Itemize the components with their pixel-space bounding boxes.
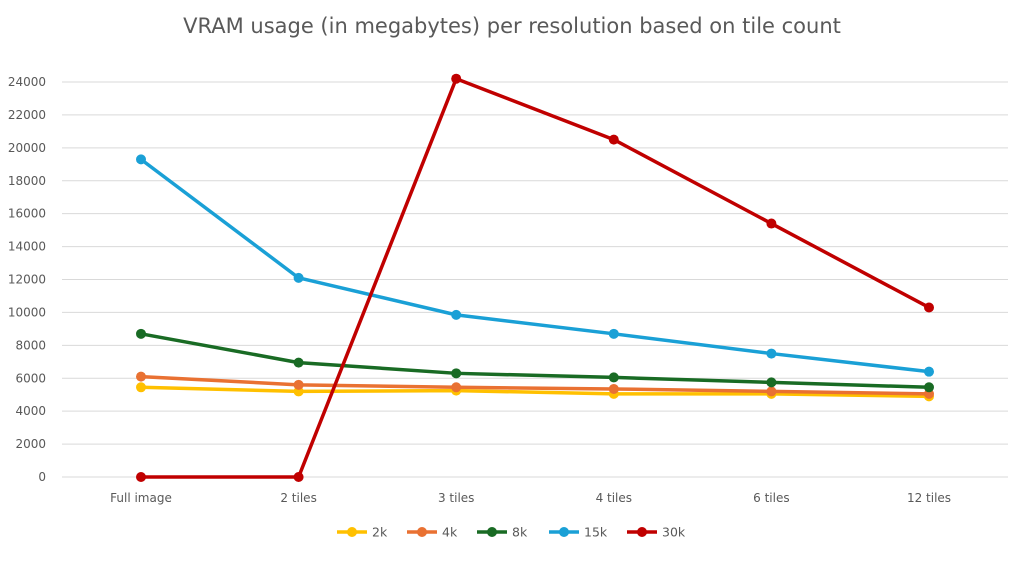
data-point xyxy=(451,382,462,393)
legend-item-4k: 4k xyxy=(407,525,458,540)
legend: 2k 4k 8k 15k 30k xyxy=(337,525,686,540)
data-point xyxy=(136,328,146,339)
y-tick-label: 18000 xyxy=(8,174,46,188)
legend-swatch-marker xyxy=(487,527,497,537)
data-point xyxy=(293,472,304,482)
data-point xyxy=(608,134,619,145)
x-tick-label: 3 tiles xyxy=(438,491,474,505)
legend-swatch-marker xyxy=(637,527,647,537)
y-tick-label: 14000 xyxy=(8,240,46,254)
y-tick-label: 22000 xyxy=(8,108,46,122)
series-line xyxy=(139,76,931,479)
data-point xyxy=(924,302,934,313)
data-point xyxy=(136,154,146,165)
legend-label: 15k xyxy=(584,525,608,540)
data-point xyxy=(924,366,934,377)
legend-item-15k: 15k xyxy=(549,525,608,540)
legend-item-2k: 2k xyxy=(337,525,388,540)
legend-swatch-marker xyxy=(347,527,357,537)
legend-label: 4k xyxy=(442,525,458,540)
y-tick-label: 20000 xyxy=(8,141,46,155)
x-tick-label: 12 tiles xyxy=(907,491,951,505)
series-8k xyxy=(136,328,934,393)
legend-swatch-marker xyxy=(559,527,569,537)
legend-swatch-marker xyxy=(417,527,427,537)
y-tick-label: 16000 xyxy=(8,207,46,221)
series-line xyxy=(139,385,931,399)
data-point xyxy=(451,73,462,84)
x-tick-label: 6 tiles xyxy=(753,491,789,505)
y-tick-label: 12000 xyxy=(8,273,46,287)
data-point xyxy=(766,218,777,229)
data-point xyxy=(766,348,777,359)
legend-item-8k: 8k xyxy=(477,525,528,540)
series-line xyxy=(139,332,931,390)
legend-label: 8k xyxy=(512,525,528,540)
data-point xyxy=(608,372,619,383)
legend-item-30k: 30k xyxy=(627,525,686,540)
data-point xyxy=(924,382,934,393)
data-point xyxy=(293,357,304,368)
y-tick-label: 6000 xyxy=(15,371,46,385)
legend-label: 2k xyxy=(372,525,388,540)
data-point xyxy=(136,382,146,393)
series-4k xyxy=(136,371,934,399)
series-lines xyxy=(136,73,934,482)
y-tick-label: 2000 xyxy=(15,437,46,451)
chart-title: VRAM usage (in megabytes) per resolution… xyxy=(183,14,841,38)
data-point xyxy=(608,383,619,394)
series-line xyxy=(139,157,931,374)
x-tick-label: 2 tiles xyxy=(280,491,316,505)
x-tick-label: 4 tiles xyxy=(596,491,632,505)
legend-label: 30k xyxy=(662,525,686,540)
y-tick-label: 10000 xyxy=(8,305,46,319)
y-tick-label: 24000 xyxy=(8,75,46,89)
data-point xyxy=(608,328,619,339)
data-point xyxy=(766,386,777,397)
data-point xyxy=(293,272,304,283)
series-30k xyxy=(136,73,934,482)
y-tick-label: 4000 xyxy=(15,404,46,418)
data-point xyxy=(136,472,146,482)
y-tick-label: 0 xyxy=(38,470,46,484)
gridlines xyxy=(62,81,1008,478)
y-tick-label: 8000 xyxy=(15,338,46,352)
axes: 0 2000 4000 6000 8000 10000 12000 14000 16000 180… xyxy=(8,75,951,505)
data-point xyxy=(136,371,146,382)
data-point xyxy=(451,309,462,320)
data-point xyxy=(766,377,777,388)
x-tick-label: Full image xyxy=(110,491,172,505)
series-line xyxy=(139,374,931,396)
data-point xyxy=(451,368,462,379)
series-15k xyxy=(136,154,934,377)
data-point xyxy=(293,379,304,390)
